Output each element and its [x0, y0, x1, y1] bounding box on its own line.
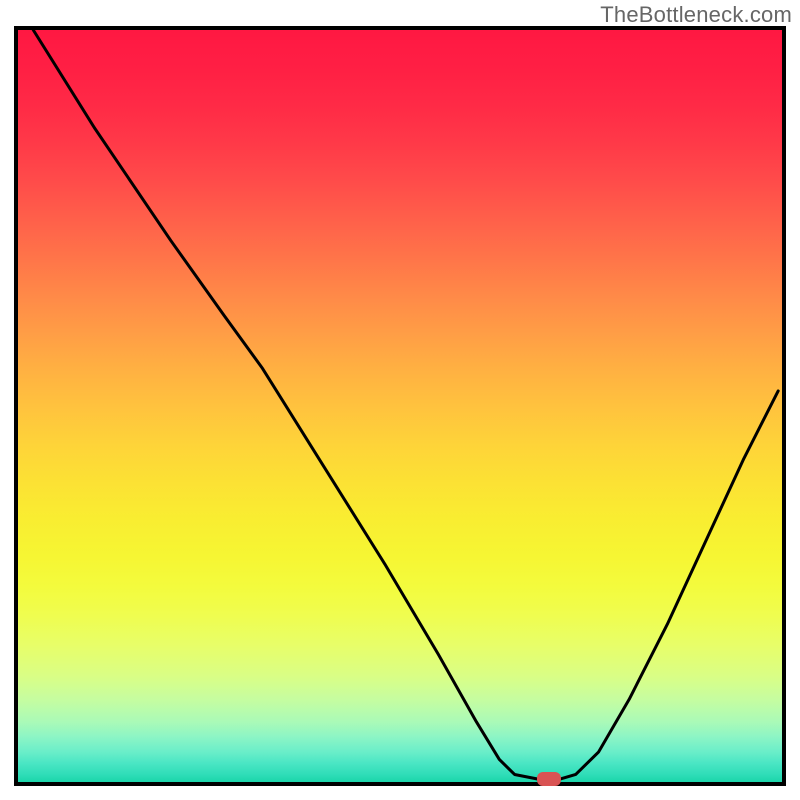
watermark-text: TheBottleneck.com [600, 2, 792, 28]
chart-container: TheBottleneck.com [0, 0, 800, 800]
plot-area [14, 26, 786, 786]
bottleneck-curve-chart [14, 26, 786, 786]
gradient-background [18, 30, 782, 782]
optimal-point-marker [537, 772, 561, 786]
